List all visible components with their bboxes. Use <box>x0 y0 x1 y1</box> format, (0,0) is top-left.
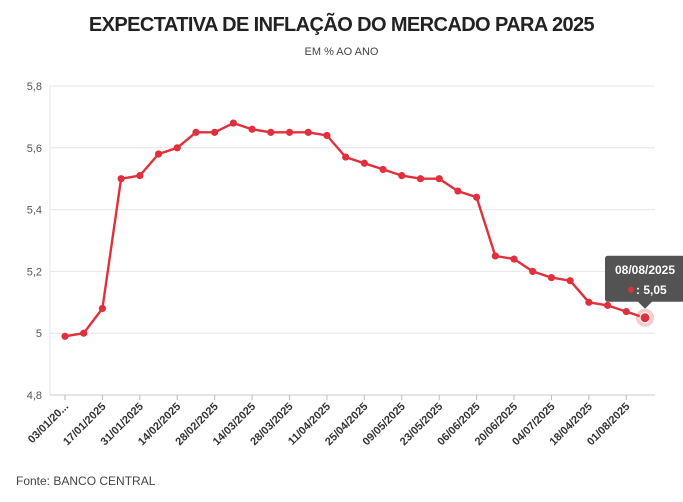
grid-lines <box>49 85 655 396</box>
data-point[interactable] <box>61 332 69 340</box>
y-axis-ticks: 4,8 5 5,2 5,4 5,6 5,8 <box>27 81 42 402</box>
data-point[interactable] <box>529 267 537 275</box>
chart-title: EXPECTATIVA DE INFLAÇÃO DO MERCADO PARA … <box>88 14 595 36</box>
data-point[interactable] <box>136 172 144 180</box>
x-axis-ticks: 03/01/20...17/01/202531/01/202514/02/202… <box>26 395 632 448</box>
data-point[interactable] <box>285 128 294 136</box>
data-point[interactable] <box>566 277 574 285</box>
data-point[interactable] <box>360 159 368 167</box>
data-point[interactable] <box>304 128 312 136</box>
y-tick-label: 5,6 <box>27 143 42 155</box>
data-point[interactable] <box>379 165 387 174</box>
hover-point[interactable] <box>639 312 651 324</box>
data-point[interactable] <box>80 329 88 337</box>
tooltip-value: : 5,05 <box>636 283 667 297</box>
data-point[interactable] <box>154 150 163 158</box>
tooltip-series-marker <box>628 286 634 293</box>
data-point[interactable] <box>622 307 630 316</box>
series-line <box>64 121 646 338</box>
data-point[interactable] <box>192 128 200 136</box>
line-chart: 4,8 5 5,2 5,4 5,6 5,8 03/01/20...17/01/202531… <box>26 81 683 448</box>
data-point[interactable] <box>98 304 107 313</box>
data-point[interactable] <box>416 175 425 183</box>
data-point[interactable] <box>173 144 181 152</box>
data-point[interactable] <box>117 175 125 183</box>
data-point[interactable] <box>473 193 481 201</box>
data-point[interactable] <box>211 128 219 136</box>
data-point[interactable] <box>491 252 499 260</box>
data-point[interactable] <box>454 187 462 195</box>
y-tick-label: 5,8 <box>27 81 42 93</box>
y-tick-label: 5 <box>36 328 42 340</box>
source-note: Fonte: BANCO CENTRAL <box>16 474 156 488</box>
data-point[interactable] <box>342 153 350 161</box>
data-point[interactable] <box>229 119 237 127</box>
chart-subtitle: EM % AO ANO <box>304 46 379 58</box>
data-point[interactable] <box>267 128 275 136</box>
data-point[interactable] <box>323 131 331 140</box>
data-point[interactable] <box>603 301 612 309</box>
y-tick-label: 5,2 <box>27 266 42 278</box>
y-tick-label: 4,8 <box>27 390 42 402</box>
data-point[interactable] <box>398 172 406 180</box>
data-point[interactable] <box>510 255 518 263</box>
tooltip-box <box>605 255 683 309</box>
tooltip: 08/08/2025 : 5,05 <box>605 255 683 327</box>
tooltip-date: 08/08/2025 <box>615 263 675 277</box>
data-point[interactable] <box>585 298 593 306</box>
y-tick-label: 5,4 <box>27 205 42 217</box>
data-point[interactable] <box>248 125 256 133</box>
data-point[interactable] <box>435 175 443 183</box>
data-point[interactable] <box>547 273 556 282</box>
data-points <box>61 119 649 340</box>
